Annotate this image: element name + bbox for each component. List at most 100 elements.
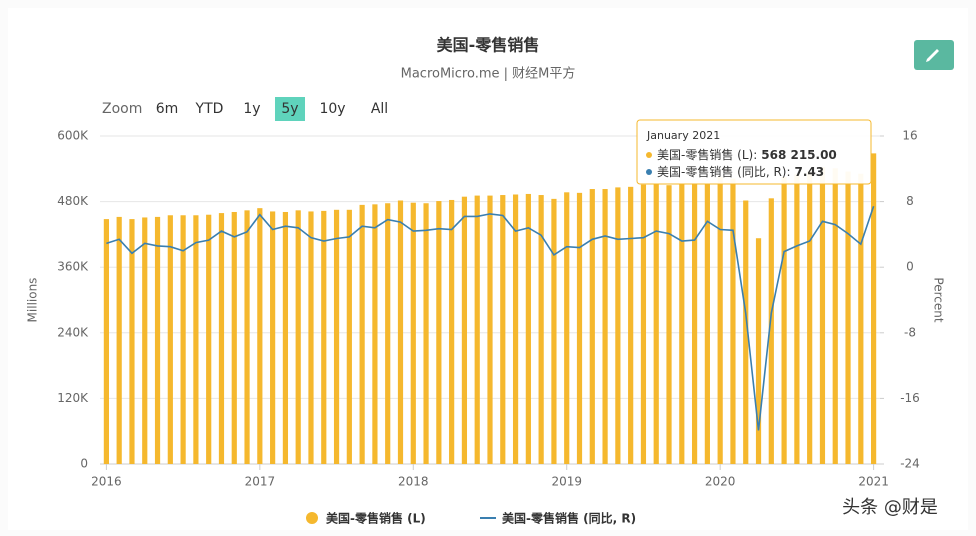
bar bbox=[487, 195, 493, 464]
bar bbox=[640, 184, 647, 465]
bar bbox=[512, 194, 519, 464]
bar bbox=[755, 238, 762, 464]
bar bbox=[129, 219, 135, 464]
zoom-button[interactable]: All bbox=[371, 101, 388, 117]
bar bbox=[449, 199, 455, 464]
x-tick-label: 2019 bbox=[551, 475, 582, 489]
bar bbox=[206, 214, 212, 464]
bar bbox=[103, 219, 109, 464]
zoom-active-bg bbox=[275, 97, 305, 121]
bar bbox=[679, 184, 685, 464]
tooltip-label: 美国-零售销售 (同比, R): bbox=[657, 164, 791, 179]
y-tick-label: 600K bbox=[57, 129, 89, 143]
bar bbox=[551, 198, 557, 464]
bar bbox=[525, 193, 531, 465]
y2-tick-label: -8 bbox=[904, 325, 916, 339]
title: 美国-零售销售 bbox=[437, 36, 540, 55]
bar bbox=[308, 211, 314, 464]
bar bbox=[257, 208, 263, 464]
y2-axis-label: Percent bbox=[932, 277, 946, 322]
bar bbox=[231, 211, 237, 464]
legend-marker bbox=[306, 512, 318, 524]
tooltip-value: 7.43 bbox=[795, 165, 825, 179]
tooltip-dot bbox=[646, 169, 652, 175]
bar bbox=[538, 195, 544, 465]
bar bbox=[845, 171, 851, 465]
bar bbox=[704, 183, 710, 464]
bar bbox=[436, 201, 442, 464]
legend-label: 美国-零售销售 (L) bbox=[326, 511, 426, 526]
bar bbox=[333, 209, 340, 464]
bar bbox=[602, 189, 608, 464]
tooltip-dot bbox=[646, 152, 652, 158]
bar bbox=[768, 198, 774, 464]
bar bbox=[589, 189, 595, 464]
y2-tick-label: -24 bbox=[900, 457, 920, 471]
y-axis-label: Millions bbox=[26, 278, 40, 323]
bar bbox=[346, 209, 352, 464]
bar bbox=[832, 168, 838, 464]
bar bbox=[116, 216, 122, 464]
bar bbox=[807, 172, 813, 464]
y2-tick-label: -16 bbox=[900, 391, 920, 405]
bar bbox=[372, 204, 378, 465]
line bbox=[106, 206, 875, 431]
bar bbox=[244, 210, 250, 464]
bar bbox=[410, 202, 416, 464]
bar bbox=[615, 187, 621, 465]
tooltip-item: 美国-零售销售 (同比, R): 7.43 bbox=[657, 164, 824, 179]
x-tick-label: 2017 bbox=[245, 475, 276, 489]
bar bbox=[295, 210, 301, 464]
zoom-option: YTD bbox=[195, 101, 224, 117]
y-tick-label: 120K bbox=[57, 391, 89, 405]
zoom-label: Zoom bbox=[102, 101, 142, 117]
zoom-button[interactable]: 6m bbox=[156, 101, 179, 117]
zoom-option: 6m bbox=[156, 101, 179, 117]
zoom-option: 10y bbox=[319, 101, 345, 117]
bar bbox=[474, 195, 480, 464]
bar bbox=[218, 213, 225, 464]
subtitle: MacroMicro.me | 财经M平方 bbox=[401, 66, 576, 82]
bar bbox=[819, 167, 826, 464]
bar bbox=[154, 216, 161, 464]
bar bbox=[142, 217, 148, 464]
bar bbox=[576, 192, 583, 464]
bar bbox=[781, 177, 787, 464]
bar bbox=[193, 215, 199, 464]
tooltip-label: 美国-零售销售 (L): bbox=[657, 147, 757, 162]
zoom-option: 5y bbox=[281, 101, 298, 117]
bar bbox=[666, 185, 672, 464]
y2-tick-label: 0 bbox=[906, 260, 914, 274]
bar bbox=[743, 200, 749, 465]
bar bbox=[564, 192, 570, 464]
tooltip-value: 568 215.00 bbox=[761, 148, 837, 162]
y-tick-label: 0 bbox=[80, 457, 88, 471]
y-tick-label: 240K bbox=[57, 325, 89, 339]
bar bbox=[282, 211, 289, 464]
zoom-option: 1y bbox=[243, 101, 260, 117]
x-tick-label: 2018 bbox=[398, 475, 429, 489]
zoom-button[interactable]: 1y bbox=[243, 101, 260, 117]
tooltip-item: 美国-零售销售 (L): 568 215.00 bbox=[657, 147, 837, 162]
bar bbox=[871, 153, 877, 464]
legend-label: 美国-零售销售 (同比, R) bbox=[502, 511, 636, 526]
y-tick-label: 480K bbox=[57, 194, 89, 208]
zoom-button[interactable]: YTD bbox=[195, 101, 224, 117]
bar bbox=[691, 183, 698, 464]
x-tick-label: 2021 bbox=[858, 475, 889, 489]
bar bbox=[423, 203, 429, 465]
bar bbox=[167, 215, 173, 464]
tooltip-box bbox=[636, 119, 872, 185]
zoom-button[interactable]: 10y bbox=[319, 101, 345, 117]
bar bbox=[858, 173, 864, 464]
bar bbox=[628, 186, 634, 464]
bar bbox=[653, 183, 659, 464]
edit-icon bbox=[926, 49, 939, 62]
bar bbox=[397, 200, 404, 465]
bar bbox=[500, 195, 506, 465]
x-tick-label: 2016 bbox=[91, 475, 122, 489]
zoom-button[interactable]: 5y bbox=[275, 97, 305, 121]
y-tick-label: 360K bbox=[57, 260, 89, 274]
bar bbox=[321, 210, 327, 464]
